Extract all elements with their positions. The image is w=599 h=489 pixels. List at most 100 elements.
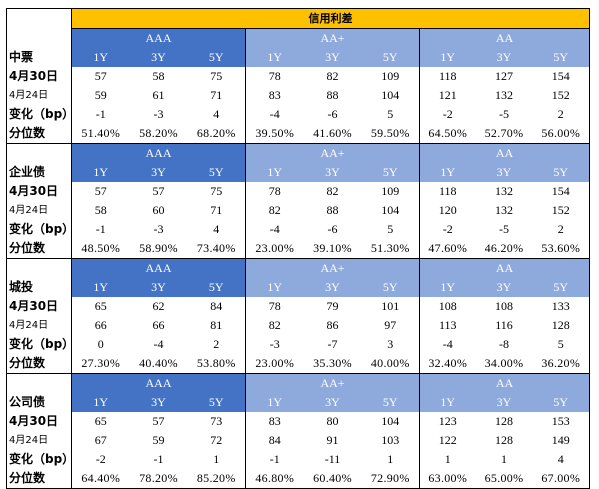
- value-cell: 61: [152, 88, 165, 102]
- value-cell: 4: [213, 222, 220, 236]
- value-cell: 71: [210, 88, 223, 102]
- value-cell: 72: [210, 433, 223, 447]
- value-cell: 23.00%: [245, 239, 304, 259]
- value-cell: 85.20%: [187, 469, 246, 489]
- value-cell: 59.50%: [361, 124, 420, 144]
- value-cell: 59: [152, 433, 165, 447]
- value-cell: 3: [387, 337, 394, 351]
- value-cell: 46.20%: [475, 239, 533, 259]
- value-cell: 67.00%: [532, 469, 590, 489]
- value-cell: -3: [245, 335, 304, 354]
- value-cell: 35.30%: [303, 354, 362, 374]
- value-cell: -6: [327, 222, 338, 236]
- value-cell: 154: [551, 69, 570, 83]
- term-header: 1Y: [71, 48, 130, 67]
- value-cell: 63.00%: [419, 469, 476, 489]
- value-cell: 104: [381, 88, 400, 102]
- value-cell: 78: [245, 67, 304, 86]
- value-cell: 123: [419, 412, 476, 431]
- value-cell: 2: [213, 337, 220, 351]
- value-cell: 118: [419, 182, 476, 201]
- data-row-current: 4月30日 57 57 75 78 82 109 118 132 154: [6, 182, 590, 201]
- grade-header: AA: [419, 258, 590, 278]
- value-cell: 65: [94, 299, 107, 313]
- value-cell: 109: [381, 184, 400, 198]
- term-header: 3Y: [129, 163, 188, 182]
- value-cell: 132: [495, 88, 513, 102]
- grade-header-row: AAA AA+ AA: [6, 258, 590, 278]
- row-label: 4月30日: [6, 412, 72, 431]
- term-header: 5Y: [187, 163, 246, 182]
- term-header: 1Y: [245, 278, 304, 297]
- value-cell: 97: [384, 318, 397, 332]
- value-cell: 78: [245, 297, 304, 316]
- row-label: 分位数: [6, 469, 72, 489]
- term-header: 3Y: [475, 163, 533, 182]
- grade-header-row: AAA AA+ AA: [6, 28, 590, 48]
- term-header-row: 企业债 1Y 3Y 5Y 1Y 3Y 5Y 1Y 3Y 5Y: [6, 163, 590, 182]
- value-cell: 65.00%: [475, 469, 533, 489]
- term-header: 5Y: [187, 278, 246, 297]
- value-cell: 57: [94, 69, 107, 83]
- value-cell: 81: [210, 318, 223, 332]
- title-corner-cell: [6, 8, 72, 29]
- value-cell: -2: [95, 452, 106, 466]
- term-header: 1Y: [245, 393, 304, 412]
- value-cell: 66: [94, 318, 107, 332]
- value-cell: -1: [95, 222, 106, 236]
- value-cell: 40.00%: [361, 354, 420, 374]
- row-label: 4月30日: [6, 297, 72, 316]
- table-title: 信用利差: [71, 8, 590, 29]
- value-cell: -4: [419, 335, 476, 354]
- value-cell: 65: [94, 414, 107, 428]
- value-cell: -2: [419, 105, 476, 124]
- value-cell: 53.80%: [187, 354, 246, 374]
- value-cell: 57: [152, 414, 165, 428]
- value-cell: 58: [94, 203, 107, 217]
- value-cell: 128: [495, 433, 513, 447]
- value-cell: 1: [419, 450, 476, 469]
- value-cell: 5: [387, 222, 394, 236]
- value-cell: 46.80%: [245, 469, 304, 489]
- row-label: 4月30日: [6, 67, 72, 86]
- grade-header: AAA: [71, 143, 246, 163]
- value-cell: 67: [94, 433, 107, 447]
- data-row-current: 4月30日 57 58 75 78 82 109 118 127 154: [6, 67, 590, 86]
- term-header-row: 中票 1Y 3Y 5Y 1Y 3Y 5Y 1Y 3Y 5Y: [6, 48, 590, 67]
- term-header: 3Y: [129, 393, 188, 412]
- term-header: 1Y: [419, 393, 476, 412]
- value-cell: 58.20%: [129, 124, 188, 144]
- value-cell: 27.30%: [71, 354, 130, 374]
- value-cell: 75: [210, 69, 223, 83]
- value-cell: 58.90%: [129, 239, 188, 259]
- value-cell: 32.40%: [419, 354, 476, 374]
- value-cell: 1: [501, 452, 507, 466]
- value-cell: 71: [210, 203, 223, 217]
- value-cell: 101: [381, 299, 400, 313]
- term-header: 3Y: [129, 48, 188, 67]
- value-cell: 80: [326, 414, 339, 428]
- value-cell: 128: [551, 318, 570, 332]
- term-header: 3Y: [475, 278, 533, 297]
- value-cell: 72.90%: [361, 469, 420, 489]
- term-header: 3Y: [303, 48, 362, 67]
- term-header-row: 公司债 1Y 3Y 5Y 1Y 3Y 5Y 1Y 3Y 5Y: [6, 393, 590, 412]
- section-name: 企业债: [6, 163, 72, 182]
- term-header: 5Y: [532, 393, 590, 412]
- grade-header-row: AAA AA+ AA: [6, 373, 590, 393]
- data-row-previous: 4月24日 58 60 71 82 88 104 120 132 152: [6, 201, 590, 220]
- term-header: 1Y: [419, 48, 476, 67]
- value-cell: -7: [327, 337, 338, 351]
- data-row-change: 变化（bp） -1 -3 4 -4 -6 5 -2 -5 2: [6, 105, 590, 124]
- value-cell: 153: [551, 414, 570, 428]
- term-header: 3Y: [475, 393, 533, 412]
- value-cell: 149: [551, 433, 570, 447]
- value-cell: 78: [245, 182, 304, 201]
- term-header: 5Y: [361, 278, 420, 297]
- value-cell: 118: [419, 67, 476, 86]
- data-row-change: 变化（bp） -1 -3 4 -4 -6 5 -2 -5 2: [6, 220, 590, 239]
- term-header: 1Y: [71, 163, 130, 182]
- row-label: 分位数: [6, 239, 72, 259]
- value-cell: 53.60%: [532, 239, 590, 259]
- grade-header-row: AAA AA+ AA: [6, 143, 590, 163]
